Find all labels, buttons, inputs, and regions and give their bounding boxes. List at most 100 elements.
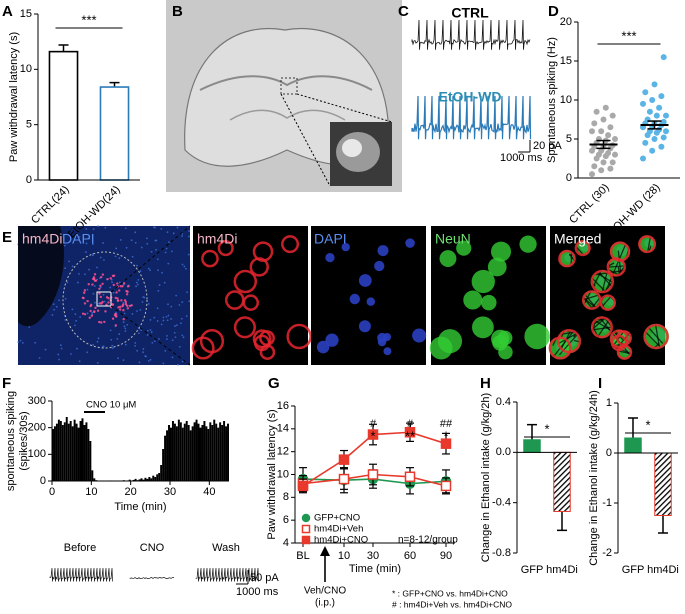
- speckle: [181, 263, 184, 266]
- speckle: [111, 317, 115, 320]
- significance-label: ***: [621, 28, 636, 43]
- cell: [481, 294, 497, 311]
- speckle: [149, 319, 152, 321]
- cell: [201, 249, 219, 268]
- speckle: [105, 303, 108, 307]
- fiber: [567, 229, 578, 261]
- data-point: [649, 97, 656, 103]
- speckle: [103, 320, 106, 324]
- image-title: DAPI: [62, 231, 95, 247]
- image-title: NeuN: [435, 231, 471, 247]
- data-point: [609, 112, 616, 119]
- speckle: [158, 284, 161, 286]
- trace: [411, 19, 531, 50]
- speckle: [126, 290, 129, 293]
- fiber: [198, 291, 235, 327]
- nucleus: [412, 328, 427, 343]
- marker: [301, 524, 311, 534]
- speckle: [125, 304, 129, 307]
- data-point: [593, 108, 600, 115]
- trace-title: CTRL: [451, 5, 489, 21]
- cell: [524, 323, 550, 350]
- significance-label: ***: [81, 12, 96, 27]
- data-point: [602, 104, 609, 111]
- speckle: [166, 231, 169, 234]
- speckle: [111, 281, 113, 284]
- speckle: [175, 294, 178, 297]
- speckle: [135, 285, 138, 288]
- speckle: [88, 268, 91, 271]
- histogram-bar: [191, 426, 194, 481]
- speckle: [174, 325, 176, 327]
- trace-label: CNO: [140, 542, 165, 554]
- speckle: [126, 323, 129, 326]
- speckle: [119, 308, 122, 311]
- speckle: [158, 338, 160, 340]
- speckle: [137, 279, 140, 281]
- speckle: [71, 265, 74, 268]
- speckle: [111, 303, 114, 306]
- marker: [404, 471, 416, 483]
- speckle: [153, 340, 156, 343]
- data-point: [589, 171, 595, 178]
- fiber: [284, 294, 306, 319]
- speckle: [83, 302, 87, 305]
- speckle: [134, 231, 137, 234]
- y-tick-label: 4: [283, 537, 289, 549]
- speckle: [21, 341, 24, 344]
- fiber: [219, 247, 303, 343]
- fiber: [559, 302, 631, 344]
- marker: [338, 473, 350, 485]
- speckle: [106, 277, 109, 281]
- nucleus: [377, 337, 387, 347]
- speckle: [124, 327, 127, 330]
- speckle: [19, 339, 22, 342]
- histogram-bar: [170, 427, 172, 481]
- histogram-bar: [217, 427, 220, 481]
- y-tick-label: 15: [20, 8, 32, 20]
- trace-label: Wash: [212, 542, 240, 554]
- region: [62, 251, 148, 349]
- cell: [437, 329, 463, 354]
- speckle: [123, 312, 126, 315]
- fiber: [249, 255, 279, 316]
- histogram-bar: [160, 465, 163, 481]
- histogram-bar: [63, 422, 66, 481]
- speckle: [92, 343, 95, 346]
- data-point: [651, 81, 658, 88]
- cell: [643, 323, 669, 350]
- histogram-bar: [225, 426, 228, 481]
- speckle: [142, 351, 144, 354]
- histogram-bar: [65, 417, 68, 481]
- speckle: [181, 360, 184, 363]
- speckle: [68, 260, 71, 263]
- histogram-bar: [52, 429, 54, 481]
- speckle: [109, 277, 112, 280]
- fiber: [558, 264, 640, 356]
- data-point: [649, 147, 656, 154]
- speckle: [126, 285, 130, 288]
- nucleus: [341, 242, 350, 252]
- speckle: [167, 262, 170, 265]
- cell: [638, 235, 657, 254]
- speckle: [118, 281, 121, 284]
- fiber: [246, 285, 305, 289]
- speckle: [96, 266, 98, 269]
- speckle: [153, 316, 156, 319]
- panel-label: F: [2, 375, 11, 392]
- data-point: [663, 112, 669, 119]
- fiber: [222, 347, 264, 357]
- annotation: n=8-12/group: [398, 535, 458, 546]
- speckle: [55, 305, 58, 308]
- bar: [48, 50, 79, 181]
- speckle: [86, 288, 89, 291]
- speckle: [111, 344, 114, 347]
- speckle: [107, 296, 110, 300]
- histogram-bar: [173, 423, 176, 481]
- speckle: [44, 348, 47, 351]
- data-point: [598, 167, 605, 174]
- fiber: [604, 263, 642, 268]
- speckle: [160, 323, 163, 326]
- speckle: [156, 258, 159, 261]
- speckle: [146, 334, 149, 336]
